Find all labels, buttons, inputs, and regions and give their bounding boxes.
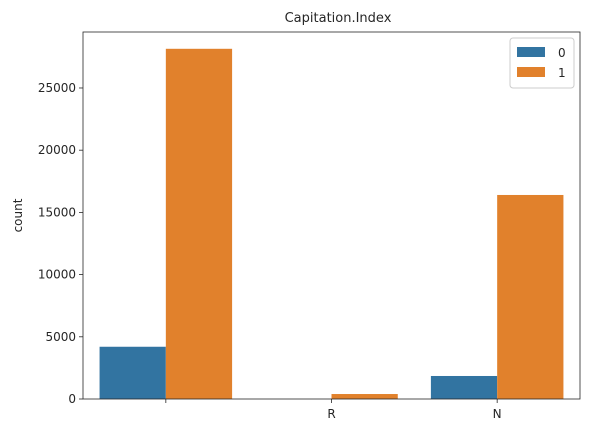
plot-frame: [82, 31, 581, 400]
y-tick-label: 10000: [38, 268, 76, 282]
legend: 01: [509, 37, 575, 89]
bar-series-1-cat-1: [331, 394, 398, 399]
y-axis: 0 5000 10000 15000 20000 25000: [38, 81, 83, 406]
bar-series-1-cat-0: [165, 48, 233, 399]
bars-group: [99, 48, 564, 399]
y-tick-label: 0: [68, 392, 76, 406]
y-axis-label: count: [11, 198, 25, 232]
x-tick-label: R: [327, 407, 335, 421]
bar-series-0-cat-2: [430, 375, 498, 399]
legend-swatch-0: [517, 47, 545, 57]
y-tick-label: 5000: [45, 330, 76, 344]
y-tick-label: 20000: [38, 143, 76, 157]
x-tick-label: N: [493, 407, 502, 421]
y-tick-label: 25000: [38, 81, 76, 95]
y-tick-label: 15000: [38, 205, 76, 219]
bar-series-0-cat-0: [99, 346, 166, 399]
legend-label-0: 0: [558, 46, 566, 60]
legend-label-1: 1: [558, 66, 566, 80]
chart-title: Capitation.Index: [285, 11, 392, 26]
bar-series-1-cat-2: [497, 194, 564, 399]
legend-swatch-1: [517, 67, 545, 77]
